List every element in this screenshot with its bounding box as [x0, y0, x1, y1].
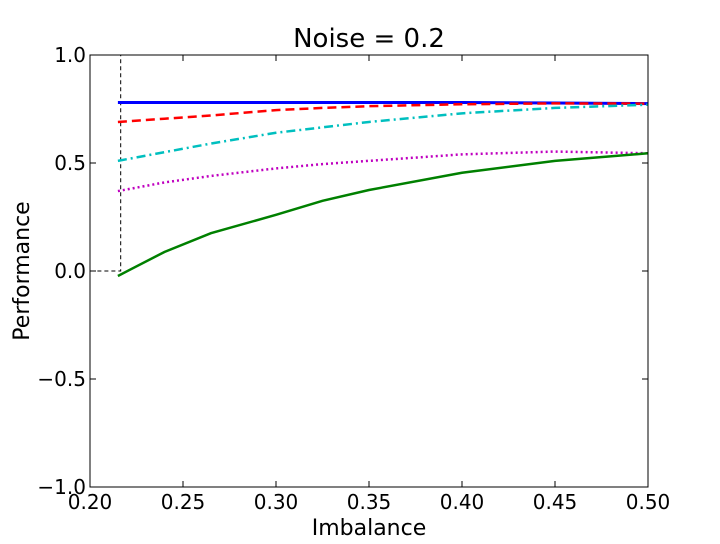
x-axis-label: Imbalance [312, 516, 427, 540]
series-red-dashed [117, 102, 649, 124]
chart-title: Noise = 0.2 [293, 24, 445, 54]
x-tick-label: 0.20 [68, 490, 113, 514]
x-tick-label: 0.30 [254, 490, 299, 514]
y-axis-label: Performance [10, 201, 35, 340]
y-tick-label: 1.0 [54, 43, 86, 67]
x-tick-label: 0.45 [533, 490, 578, 514]
y-tick-label: 0.5 [54, 151, 86, 175]
y-tick-label: 0.0 [54, 259, 86, 283]
y-tick-label: −1.0 [37, 475, 86, 499]
x-tick-label: 0.50 [626, 490, 671, 514]
series-cyan-dashdot [117, 103, 649, 163]
x-tick-label: 0.25 [161, 490, 206, 514]
series-green-solid [117, 152, 649, 278]
x-tick-label: 0.35 [347, 490, 392, 514]
x-tick-label: 0.40 [440, 490, 485, 514]
plot-frame [89, 54, 649, 488]
series-magenta-dotted [117, 150, 649, 193]
y-tick-label: −0.5 [37, 367, 86, 391]
